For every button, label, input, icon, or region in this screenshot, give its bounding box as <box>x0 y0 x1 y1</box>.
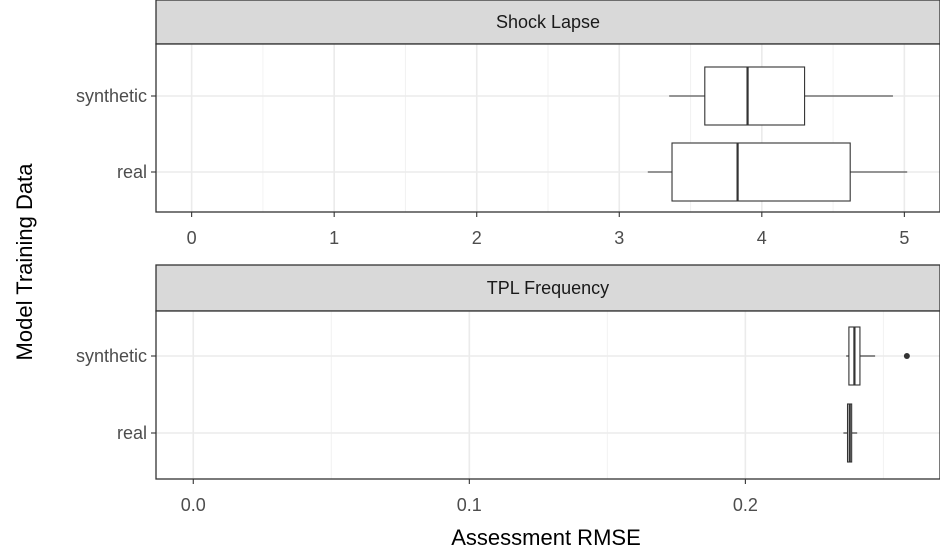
x-tick-label: 4 <box>757 228 767 248</box>
panel-background <box>156 311 940 479</box>
x-tick-label: 5 <box>899 228 909 248</box>
y-tick-label: synthetic <box>76 346 147 366</box>
x-tick-label: 2 <box>472 228 482 248</box>
box-real <box>843 403 858 463</box>
y-tick-label: synthetic <box>76 86 147 106</box>
y-tick-label: real <box>117 423 147 443</box>
panel-border <box>155 43 940 213</box>
box-synthetic <box>669 66 893 126</box>
box-real <box>647 142 908 202</box>
box-iqr <box>671 142 851 202</box>
x-tick-label: 3 <box>614 228 624 248</box>
x-tick-label: 0.1 <box>457 495 482 515</box>
y-tick-label: real <box>117 162 147 182</box>
box-synthetic <box>846 326 910 386</box>
x-tick-label: 0.2 <box>733 495 758 515</box>
outlier-point <box>903 353 910 359</box>
panel-shock-lapse: Shock Lapse synthetic real 0 1 2 3 4 5 <box>76 0 940 248</box>
x-axis-title: Assessment RMSE <box>451 525 641 550</box>
facet-strip <box>155 264 940 312</box>
facet-title: TPL Frequency <box>487 278 609 298</box>
panel-tpl-frequency: TPL Frequency synthetic real 0.0 0.1 0.2 <box>76 264 940 515</box>
x-tick-label: 1 <box>329 228 339 248</box>
y-axis-title: Model Training Data <box>12 163 37 361</box>
box-iqr <box>704 66 806 126</box>
x-tick-label: 0.0 <box>181 495 206 515</box>
x-tick-label: 0 <box>187 228 197 248</box>
facet-strip <box>155 0 940 45</box>
panel-border <box>155 310 940 480</box>
facet-title: Shock Lapse <box>496 12 600 32</box>
